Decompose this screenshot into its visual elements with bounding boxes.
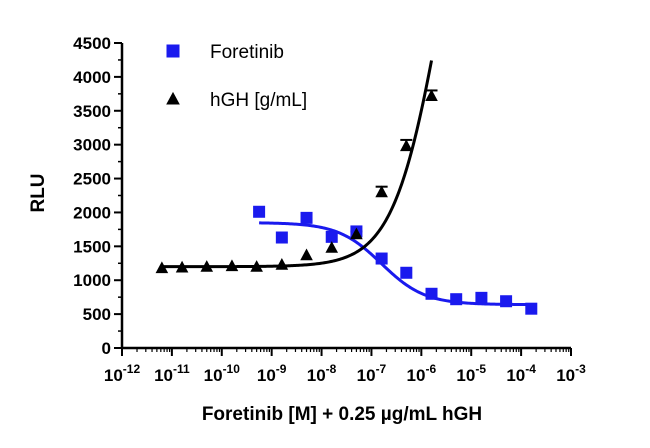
fit-curve	[259, 221, 532, 307]
foretinib-point	[525, 302, 538, 315]
foretinib-point	[425, 287, 438, 300]
x-tick-label: 10-8	[307, 362, 337, 385]
y-tick-label: 2500	[73, 170, 111, 189]
y-tick-label: 4000	[73, 68, 111, 87]
legend: Foretinib hGH [g/mL]	[166, 42, 307, 111]
hgh-point	[300, 248, 313, 261]
x-axis: 10-12 10-11 10-10 10-9 10-8 10-7 10-6 10-5 10-4 1…	[104, 346, 586, 385]
y-tick-label: 0	[102, 339, 111, 358]
foretinib-point	[300, 211, 313, 224]
y-tick-label: 2000	[73, 203, 111, 222]
legend-label: Foretinib	[210, 42, 284, 63]
foretinib-point	[275, 231, 288, 244]
data-points	[155, 89, 538, 315]
y-tick-label: 3500	[73, 102, 111, 121]
hgh-point	[225, 259, 239, 272]
hgh-point	[400, 139, 413, 152]
x-tick-label: 10-3	[556, 362, 586, 385]
foretinib-point	[325, 230, 338, 243]
x-tick-label: 10-12	[104, 362, 141, 385]
foretinib-point	[450, 293, 463, 306]
x-tick-label: 10-11	[154, 362, 190, 385]
hgh-point	[425, 89, 438, 101]
hgh-point	[375, 185, 388, 198]
y-axis: 0 500 1000 1500 2000 2500 3000 3500 4000 4500	[73, 34, 124, 358]
y-tick-label: 1500	[73, 237, 111, 256]
hgh-point	[200, 260, 214, 272]
legend-square-marker	[166, 44, 180, 58]
x-tick-label: 10-9	[257, 362, 287, 385]
x-tick-label: 10-10	[204, 362, 241, 385]
x-tick-label: 10-7	[357, 362, 387, 385]
hgh-point	[275, 258, 289, 270]
foretinib-point	[253, 205, 266, 218]
y-tick-label: 1000	[73, 271, 111, 290]
foretinib-point	[475, 291, 488, 304]
foretinib-point	[400, 266, 413, 279]
hgh-point	[250, 260, 263, 272]
legend-label: hGH [g/mL]	[210, 90, 307, 111]
x-tick-label: 10-5	[456, 362, 486, 385]
y-tick-label: 4500	[73, 34, 111, 53]
hgh-point	[175, 260, 189, 273]
x-tick-label: 10-6	[407, 362, 437, 385]
foretinib-point	[375, 252, 388, 265]
hgh-point	[325, 241, 339, 253]
hgh-point	[350, 227, 363, 240]
x-tick-label: 10-4	[506, 362, 536, 385]
y-tick-label: 500	[83, 305, 111, 324]
legend-triangle-marker	[166, 91, 180, 105]
foretinib-point	[500, 295, 513, 308]
error-bars	[350, 89, 438, 235]
hgh-point	[155, 261, 169, 274]
y-tick-label: 3000	[73, 136, 111, 155]
x-axis-title: Foretinib [M] + 0.25 µg/mL hGH	[202, 404, 482, 425]
y-axis-title: RLU	[28, 173, 49, 212]
